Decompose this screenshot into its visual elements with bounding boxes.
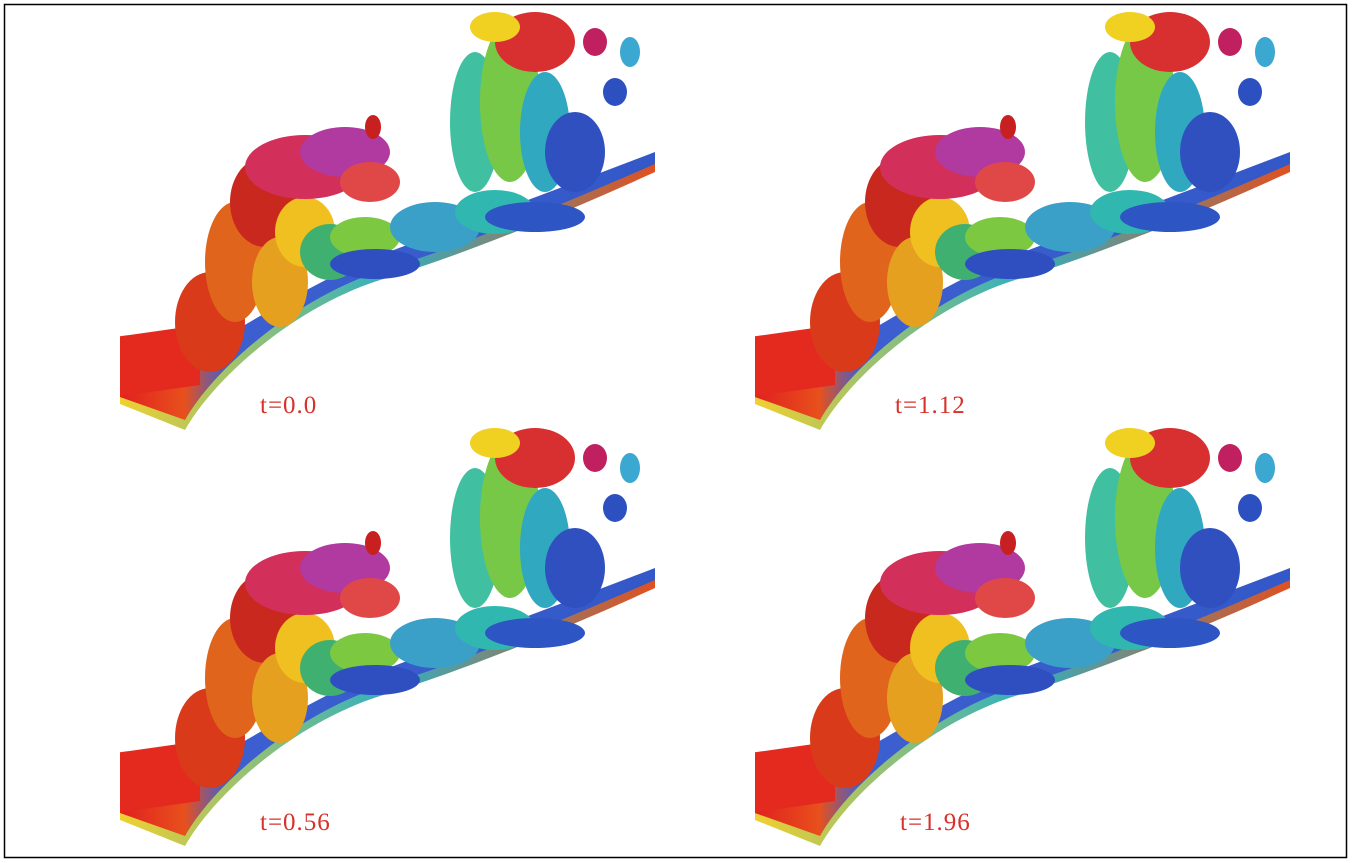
panel-label: t=1.12 — [895, 392, 966, 419]
panel-image — [755, 12, 1290, 430]
panel-image — [120, 428, 655, 846]
panel-label: t=0.0 — [260, 392, 317, 419]
panel-label: t=0.56 — [260, 809, 331, 836]
panel-image — [755, 428, 1290, 846]
panel-image — [120, 12, 655, 430]
figure: t=0.0 t=1.12 t=0.56 t=1.96 — [0, 0, 1353, 863]
panel-label: t=1.96 — [900, 809, 971, 836]
